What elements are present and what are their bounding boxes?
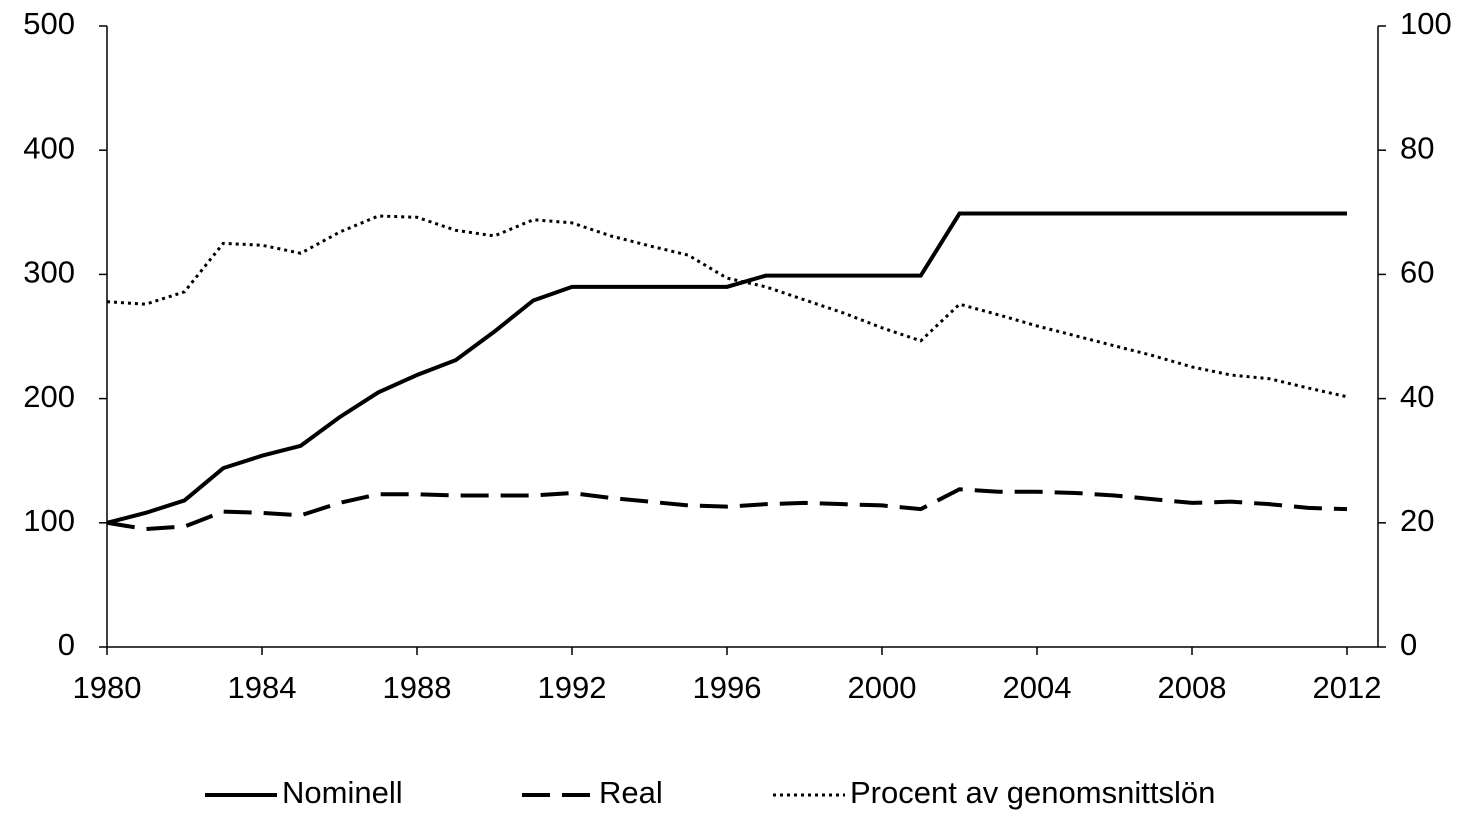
x-tick-label: 2004 — [1003, 670, 1072, 705]
y2-tick-label: 40 — [1400, 379, 1434, 414]
y2-tick-label: 80 — [1400, 130, 1434, 165]
x-tick-label: 2000 — [848, 670, 917, 705]
x-tick-label: 1996 — [693, 670, 762, 705]
y2-tick-label: 100 — [1400, 6, 1452, 41]
y-tick-label: 100 — [23, 503, 75, 538]
line-series — [106, 487, 1348, 532]
y-tick-label: 400 — [23, 130, 75, 165]
line-series — [106, 211, 1347, 525]
y-tick-label: 500 — [23, 6, 75, 41]
legend-label: Nominell — [282, 775, 403, 810]
x-tick-label: 2008 — [1158, 670, 1227, 705]
y-tick-label: 300 — [23, 255, 75, 290]
line-series — [106, 214, 1348, 399]
x-tick-label: 1988 — [383, 670, 452, 705]
y2-tick-label: 0 — [1400, 627, 1417, 662]
x-tick-label: 1992 — [538, 670, 607, 705]
y2-tick-label: 60 — [1400, 255, 1434, 290]
x-tick-label: 1984 — [228, 670, 297, 705]
y-tick-label: 200 — [23, 379, 75, 414]
y2-tick-label: 20 — [1400, 503, 1434, 538]
x-tick-label: 2012 — [1313, 670, 1382, 705]
legend-label: Real — [599, 775, 663, 810]
x-tick-label: 1980 — [73, 670, 142, 705]
y-tick-label: 0 — [58, 627, 75, 662]
legend-label: Procent av genomsnittslön — [850, 775, 1215, 810]
